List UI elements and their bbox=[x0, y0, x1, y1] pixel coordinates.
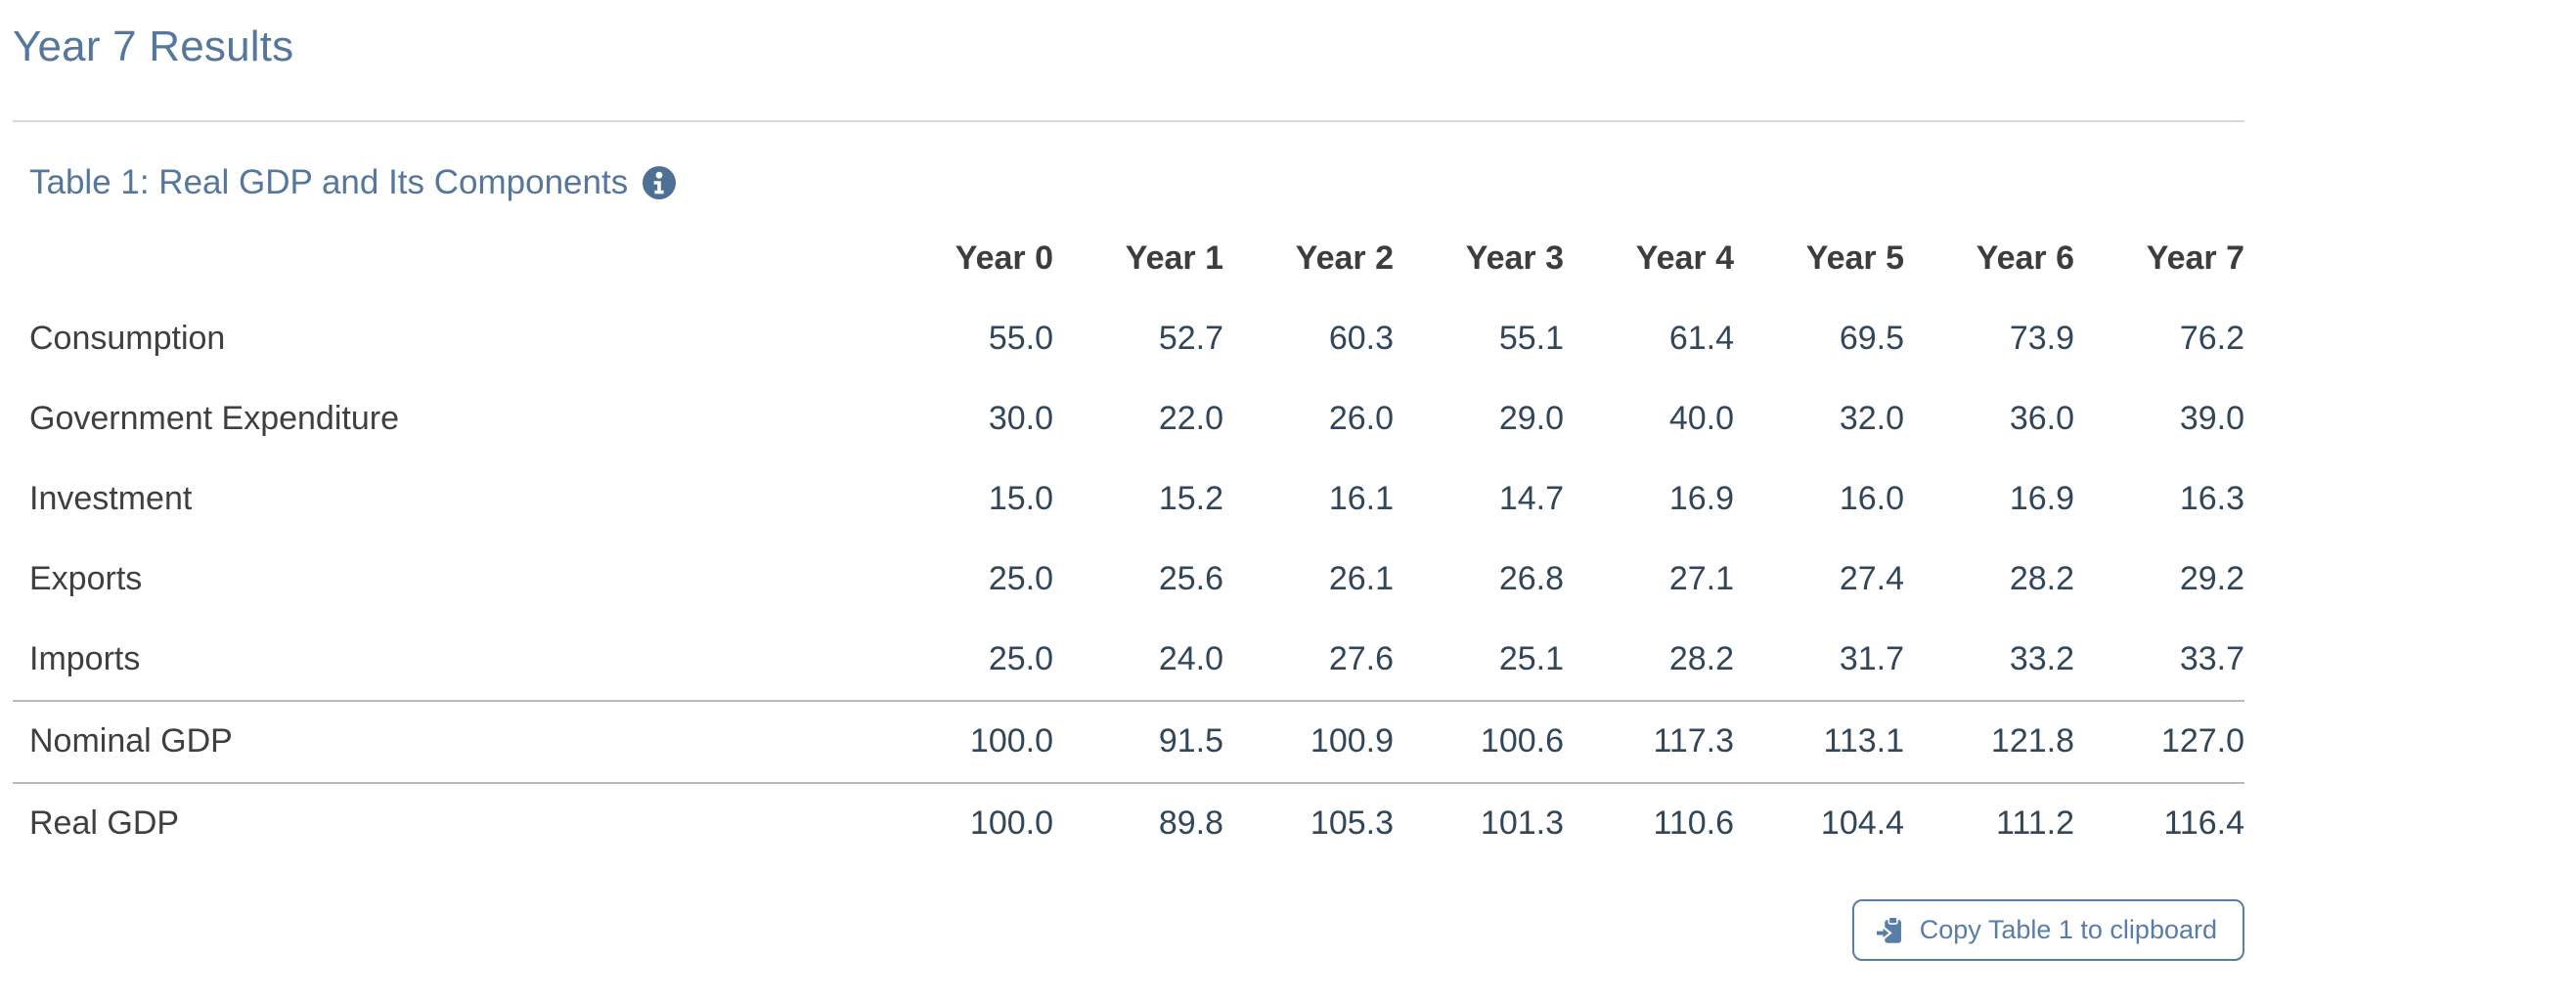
table-row-exports: Exports 25.0 25.6 26.1 26.8 27.1 27.4 28… bbox=[13, 540, 2244, 620]
cell: 117.3 bbox=[1564, 700, 1734, 783]
cell: 16.1 bbox=[1328, 480, 1394, 517]
cell: 116.4 bbox=[2074, 782, 2244, 864]
table-row-investment: Investment 15.0 15.2 16.1 14.7 16.9 16.0… bbox=[13, 459, 2244, 540]
page-title: Year 7 Results bbox=[13, 22, 294, 70]
cell: 15.0 bbox=[988, 480, 1053, 517]
cell: 100.9 bbox=[1223, 700, 1394, 783]
cell: 100.6 bbox=[1394, 700, 1564, 783]
cell: 24.0 bbox=[1158, 640, 1223, 677]
cell: 28.2 bbox=[1668, 640, 1734, 677]
cell: 121.8 bbox=[1904, 700, 2074, 783]
row-label: Government Expenditure bbox=[29, 400, 399, 437]
cell: 16.0 bbox=[1839, 480, 1904, 517]
cell: 104.4 bbox=[1734, 782, 1904, 864]
copy-table-button-label: Copy Table 1 to clipboard bbox=[1919, 915, 2217, 944]
cell: 14.7 bbox=[1498, 480, 1564, 517]
cell: 26.8 bbox=[1498, 560, 1564, 597]
cell: 39.0 bbox=[2179, 400, 2244, 437]
cell: 105.3 bbox=[1223, 782, 1394, 864]
cell: 36.0 bbox=[2009, 400, 2074, 437]
cell: 73.9 bbox=[2009, 320, 2074, 357]
cell: 27.4 bbox=[1839, 560, 1904, 597]
row-label: Real GDP bbox=[13, 782, 883, 864]
cell: 33.7 bbox=[2179, 640, 2244, 677]
column-header-year-3: Year 3 bbox=[1465, 239, 1564, 277]
column-header-year-1: Year 1 bbox=[1125, 239, 1223, 277]
table-row-imports: Imports 25.0 24.0 27.6 25.1 28.2 31.7 33… bbox=[13, 620, 2244, 701]
cell: 28.2 bbox=[2009, 560, 2074, 597]
clipboard-paste-icon bbox=[1875, 915, 1905, 945]
row-label: Imports bbox=[29, 640, 141, 677]
cell: 33.2 bbox=[2009, 640, 2074, 677]
cell: 55.0 bbox=[988, 320, 1053, 357]
cell: 22.0 bbox=[1158, 400, 1223, 437]
cell: 76.2 bbox=[2179, 320, 2244, 357]
table-header-row: Year 0 Year 1 Year 2 Year 3 Year 4 Year … bbox=[13, 220, 2244, 299]
cell: 31.7 bbox=[1839, 640, 1904, 677]
cell: 110.6 bbox=[1564, 782, 1734, 864]
cell: 27.6 bbox=[1328, 640, 1394, 677]
table1-caption: Table 1: Real GDP and Its Components bbox=[29, 163, 629, 201]
table-row-real-gdp: Real GDP 100.0 89.8 105.3 101.3 110.6 10… bbox=[13, 782, 2244, 864]
row-label: Investment bbox=[29, 480, 193, 517]
cell: 29.2 bbox=[2179, 560, 2244, 597]
cell: 91.5 bbox=[1053, 700, 1223, 783]
column-header-year-0: Year 0 bbox=[955, 239, 1053, 277]
cell: 127.0 bbox=[2074, 700, 2244, 783]
cell: 27.1 bbox=[1668, 560, 1734, 597]
info-circle-icon[interactable] bbox=[642, 165, 677, 200]
column-header-year-4: Year 4 bbox=[1635, 239, 1734, 277]
cell: 32.0 bbox=[1839, 400, 1904, 437]
cell: 100.0 bbox=[883, 782, 1053, 864]
cell: 52.7 bbox=[1158, 320, 1223, 357]
cell: 60.3 bbox=[1328, 320, 1394, 357]
copy-table-button[interactable]: Copy Table 1 to clipboard bbox=[1851, 899, 2244, 961]
cell: 111.2 bbox=[1904, 782, 2074, 864]
column-header-year-5: Year 5 bbox=[1805, 239, 1904, 277]
table1-caption-row: Table 1: Real GDP and Its Components bbox=[13, 161, 2244, 204]
cell: 25.0 bbox=[988, 560, 1053, 597]
cell: 113.1 bbox=[1734, 700, 1904, 783]
gdp-components-table: Year 0 Year 1 Year 2 Year 3 Year 4 Year … bbox=[13, 220, 2244, 864]
column-header-year-6: Year 6 bbox=[1976, 239, 2074, 277]
cell: 29.0 bbox=[1498, 400, 1564, 437]
row-label: Consumption bbox=[29, 320, 226, 357]
column-header-year-2: Year 2 bbox=[1295, 239, 1394, 277]
cell: 100.0 bbox=[883, 700, 1053, 783]
cell: 16.9 bbox=[2009, 480, 2074, 517]
title-divider bbox=[13, 120, 2244, 122]
cell: 89.8 bbox=[1053, 782, 1223, 864]
cell: 16.3 bbox=[2179, 480, 2244, 517]
column-header-year-7: Year 7 bbox=[2146, 239, 2244, 277]
cell: 25.6 bbox=[1158, 560, 1223, 597]
table1-actions: Copy Table 1 to clipboard bbox=[13, 899, 2244, 961]
cell: 30.0 bbox=[988, 400, 1053, 437]
cell: 69.5 bbox=[1839, 320, 1904, 357]
cell: 26.0 bbox=[1328, 400, 1394, 437]
cell: 40.0 bbox=[1668, 400, 1734, 437]
corner-header-cell bbox=[13, 220, 883, 299]
cell: 26.1 bbox=[1328, 560, 1394, 597]
cell: 25.0 bbox=[988, 640, 1053, 677]
row-label: Nominal GDP bbox=[13, 700, 883, 783]
cell: 101.3 bbox=[1394, 782, 1564, 864]
row-label: Exports bbox=[29, 560, 143, 597]
cell: 16.9 bbox=[1668, 480, 1734, 517]
cell: 25.1 bbox=[1498, 640, 1564, 677]
cell: 15.2 bbox=[1158, 480, 1223, 517]
results-panel: Year 7 Results Table 1: Real GDP and Its… bbox=[13, 0, 2244, 961]
cell: 55.1 bbox=[1498, 320, 1564, 357]
table-row-consumption: Consumption 55.0 52.7 60.3 55.1 61.4 69.… bbox=[13, 299, 2244, 379]
table-row-nominal-gdp: Nominal GDP 100.0 91.5 100.9 100.6 117.3… bbox=[13, 700, 2244, 783]
cell: 61.4 bbox=[1668, 320, 1734, 357]
table-row-government-expenditure: Government Expenditure 30.0 22.0 26.0 29… bbox=[13, 379, 2244, 459]
